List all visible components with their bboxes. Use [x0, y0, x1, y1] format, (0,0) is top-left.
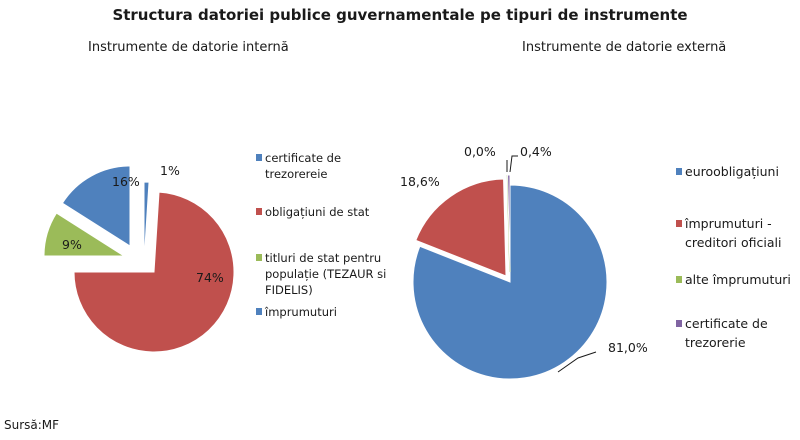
chart-0-legend-item-1: obligațiuni de stat: [256, 204, 396, 220]
chart-1-legend-label-3: certificate de trezorerie: [685, 316, 768, 350]
chart-1-legend-item-0: euroobligațiuni: [676, 162, 800, 181]
chart-0-slice-3: [61, 165, 131, 247]
chart-0-legend-swatch-0: [256, 154, 262, 161]
chart-1-legend-item-1: împrumuturi - creditori oficiali: [676, 214, 800, 252]
chart-0-legend-label-3: împrumuturi: [265, 305, 337, 319]
chart-1-legend-swatch-2: [676, 276, 682, 283]
chart-0-legend-label-0: certificate de trezorereie: [265, 151, 342, 181]
left-chart-title: Instrumente de datorie internă: [88, 40, 289, 55]
chart-1-legend-swatch-1: [676, 220, 682, 227]
chart-0-value-label-2: 9%: [62, 237, 82, 252]
chart-0-value-label-1: 74%: [196, 270, 224, 285]
chart-1-value-label-3: 0,4%: [520, 144, 552, 159]
chart-1-slice-1: [415, 178, 507, 277]
chart-1-legend-item-3: certificate de trezorerie: [676, 314, 800, 352]
chart-1-legend-item-2: alte împrumuturi: [676, 270, 800, 289]
chart-1-value-label-1: 18,6%: [400, 174, 440, 189]
chart-0-legend-swatch-1: [256, 208, 262, 215]
chart-0-slice-1: [73, 191, 235, 353]
chart-1-legend-label-2: alte împrumuturi: [685, 272, 791, 287]
chart-1-leader-0: [557, 351, 597, 373]
chart-1-slice-0: [412, 184, 608, 380]
chart-0-legend-item-2: titluri de stat pentru populație (TEZAUR…: [256, 250, 396, 298]
chart-1-legend-swatch-3: [676, 320, 682, 327]
page-title: Structura datoriei publice guvernamental…: [112, 6, 688, 24]
chart-0-legend-swatch-3: [256, 308, 262, 315]
chart-0-value-label-0: 1%: [160, 163, 180, 178]
chart-1-leader-3: [509, 155, 518, 173]
chart-0-value-label-3: 16%: [112, 174, 140, 189]
chart-1-value-label-0: 81,0%: [608, 340, 648, 355]
right-chart-title: Instrumente de datorie externă: [522, 40, 727, 55]
chart-0-legend-swatch-2: [256, 254, 262, 261]
chart-0-legend-label-1: obligațiuni de stat: [265, 205, 370, 219]
chart-1-legend-swatch-0: [676, 168, 682, 175]
chart-1-legend-label-0: euroobligațiuni: [685, 164, 779, 179]
chart-0-legend-item-3: împrumuturi: [256, 304, 396, 320]
chart-0-slice-2: [43, 212, 126, 257]
source-note: Sursă:MF: [4, 418, 60, 432]
chart-1-value-label-2: 0,0%: [464, 144, 496, 159]
chart-0-legend-item-0: certificate de trezorereie: [256, 150, 396, 182]
chart-1-slice-3: [507, 174, 511, 273]
chart-0-legend-label-2: titluri de stat pentru populație (TEZAUR…: [265, 251, 387, 297]
chart-0-slice-0: [143, 181, 150, 263]
chart-1-legend-label-1: împrumuturi - creditori oficiali: [685, 216, 782, 250]
